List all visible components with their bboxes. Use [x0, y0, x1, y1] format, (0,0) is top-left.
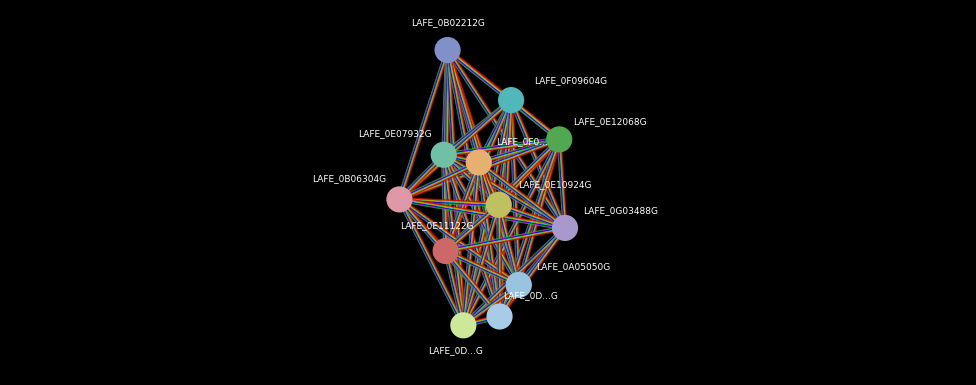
Text: LAFE_0A05050G: LAFE_0A05050G — [536, 262, 610, 271]
Circle shape — [434, 146, 449, 160]
Circle shape — [502, 91, 516, 105]
Circle shape — [490, 307, 505, 322]
Circle shape — [556, 219, 570, 233]
Circle shape — [469, 153, 484, 168]
Circle shape — [550, 130, 564, 145]
Circle shape — [454, 316, 468, 331]
Text: LAFE_0B02212G: LAFE_0B02212G — [411, 18, 484, 27]
Circle shape — [547, 126, 572, 152]
Text: LAFE_0D...G: LAFE_0D...G — [427, 346, 483, 355]
Text: LAFE_0E10924G: LAFE_0E10924G — [518, 180, 591, 189]
Circle shape — [498, 87, 524, 113]
Circle shape — [434, 37, 461, 63]
Circle shape — [551, 215, 578, 241]
Text: LAFE_0E07932G: LAFE_0E07932G — [358, 129, 432, 139]
Circle shape — [509, 276, 524, 290]
Circle shape — [490, 196, 504, 210]
Text: LAFE_0F09604G: LAFE_0F09604G — [534, 76, 607, 85]
Circle shape — [506, 272, 532, 298]
Circle shape — [430, 142, 457, 168]
Circle shape — [486, 303, 512, 330]
Circle shape — [436, 242, 451, 256]
Circle shape — [450, 312, 476, 338]
Text: LAFE_0G03488G: LAFE_0G03488G — [584, 206, 659, 216]
Text: LAFE_0E11122G: LAFE_0E11122G — [400, 221, 474, 230]
Circle shape — [390, 190, 405, 205]
Circle shape — [432, 238, 459, 264]
Text: LAFE_0D...G: LAFE_0D...G — [503, 291, 557, 300]
Circle shape — [466, 149, 492, 176]
Text: LAFE_0F0...: LAFE_0F0... — [496, 137, 548, 146]
Circle shape — [438, 41, 453, 55]
Text: LAFE_0B06304G: LAFE_0B06304G — [312, 174, 386, 184]
Circle shape — [486, 192, 511, 218]
Circle shape — [386, 186, 413, 213]
Text: LAFE_0E12068G: LAFE_0E12068G — [573, 117, 646, 126]
